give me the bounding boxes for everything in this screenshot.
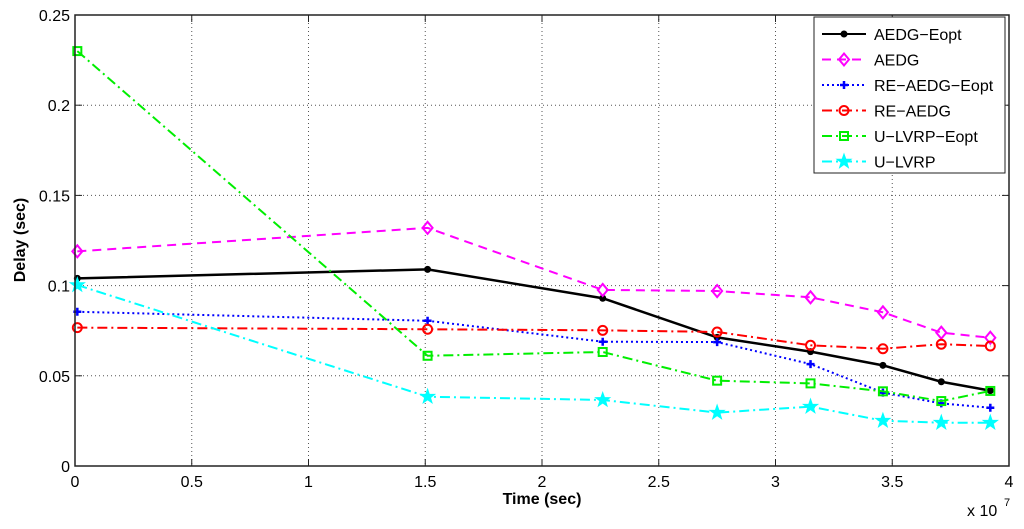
data-point: [71, 322, 83, 334]
data-point: [597, 346, 608, 357]
data-point: [712, 375, 723, 386]
data-point: [839, 131, 849, 141]
data-point: [599, 294, 607, 302]
x-tick-label: 3: [771, 474, 780, 491]
series-1: [71, 220, 997, 346]
legend-item: U−LVRP: [822, 152, 936, 172]
data-point: [986, 387, 994, 395]
data-point: [804, 289, 817, 305]
data-point: [801, 397, 820, 414]
data-point: [874, 411, 892, 429]
y-tick-label: 0.15: [39, 188, 70, 205]
data-point: [932, 413, 950, 431]
data-point: [806, 360, 815, 369]
legend-item: AEDG: [822, 51, 919, 70]
x-tick-label: 2: [538, 474, 547, 491]
data-point: [68, 276, 86, 293]
legend: AEDG−Eopt AEDG RE−AEDG−Eopt RE−AEDG U−LVRP−E…: [813, 16, 1006, 174]
data-point: [422, 323, 434, 335]
data-point: [981, 413, 999, 431]
data-point: [72, 46, 83, 57]
legend-label: AEDG−Eopt: [874, 27, 962, 44]
data-point: [419, 387, 437, 405]
y-axis-label: Delay (sec): [12, 198, 29, 283]
legend-box: [813, 16, 1006, 174]
data-point: [711, 326, 723, 338]
data-point: [71, 243, 84, 259]
series-0: [73, 265, 994, 395]
x-tick-label: 0: [71, 474, 80, 491]
series-line: [77, 226, 991, 339]
axis-ticks: 0 0.5 1 1.5 2 2.5 3 3.5 4 0 0.05 0.1 0.15 0.2 0.25: [39, 8, 1014, 491]
data-point: [713, 338, 722, 347]
data-point: [424, 265, 432, 273]
y-tick-label: 0.2: [48, 98, 70, 115]
series-line: [76, 50, 991, 403]
data-point: [421, 220, 434, 236]
data-point: [984, 340, 996, 352]
series-line: [77, 268, 991, 392]
data-point: [936, 396, 947, 407]
legend-label: RE−AEDG: [874, 104, 951, 121]
plot-frame: [74, 14, 1010, 467]
x-tick-label: 1.5: [414, 474, 436, 491]
data-point: [805, 378, 816, 389]
data-point: [594, 391, 612, 408]
data-point: [840, 30, 848, 38]
series-group: [68, 46, 999, 431]
series-3: [71, 322, 996, 355]
legend-item: RE−AEDG−Eopt: [822, 78, 994, 95]
data-point: [879, 361, 887, 369]
legend-label: AEDG: [874, 53, 919, 70]
legend-label: RE−AEDG−Eopt: [874, 78, 994, 95]
data-point: [985, 385, 996, 396]
series-5: [68, 276, 999, 431]
legend-item: AEDG−Eopt: [822, 27, 962, 44]
data-point: [422, 350, 433, 361]
x-multiplier-exponent: 7: [1004, 497, 1010, 509]
legend-item: U−LVRP−Eopt: [822, 129, 978, 146]
x-tick-label: 2.5: [648, 474, 670, 491]
data-point: [984, 330, 997, 346]
data-point: [708, 403, 726, 420]
series-line: [77, 326, 991, 350]
x-tick-label: 4: [1005, 474, 1014, 491]
data-point: [840, 81, 848, 89]
y-tick-label: 0.1: [48, 279, 70, 296]
data-point: [710, 283, 724, 299]
data-point: [835, 152, 853, 169]
data-point: [598, 337, 607, 346]
data-point: [935, 338, 947, 350]
x-axis-label: Time (sec): [503, 491, 582, 508]
data-point: [597, 324, 609, 336]
legend-label: U−LVRP: [874, 155, 936, 172]
data-point: [877, 386, 888, 397]
x-tick-label: 0.5: [181, 474, 203, 491]
data-point: [805, 339, 817, 351]
legend-item: RE−AEDG: [822, 104, 951, 121]
series-line: [77, 284, 991, 424]
data-point: [423, 316, 432, 325]
y-tick-label: 0.25: [39, 8, 70, 25]
data-point: [986, 403, 995, 412]
data-point: [837, 51, 851, 68]
y-tick-label: 0: [61, 459, 70, 476]
data-point: [876, 304, 890, 320]
x-multiplier-label: x 10: [967, 503, 997, 520]
data-point: [877, 343, 889, 355]
data-point: [838, 105, 850, 116]
x-tick-label: 3.5: [881, 474, 903, 491]
data-point: [937, 378, 945, 386]
x-tick-label: 1: [304, 474, 313, 491]
data-point: [934, 325, 948, 341]
series-4: [72, 46, 996, 407]
data-point: [596, 282, 610, 298]
y-tick-label: 0.05: [39, 369, 70, 386]
legend-label: U−LVRP−Eopt: [874, 129, 978, 146]
